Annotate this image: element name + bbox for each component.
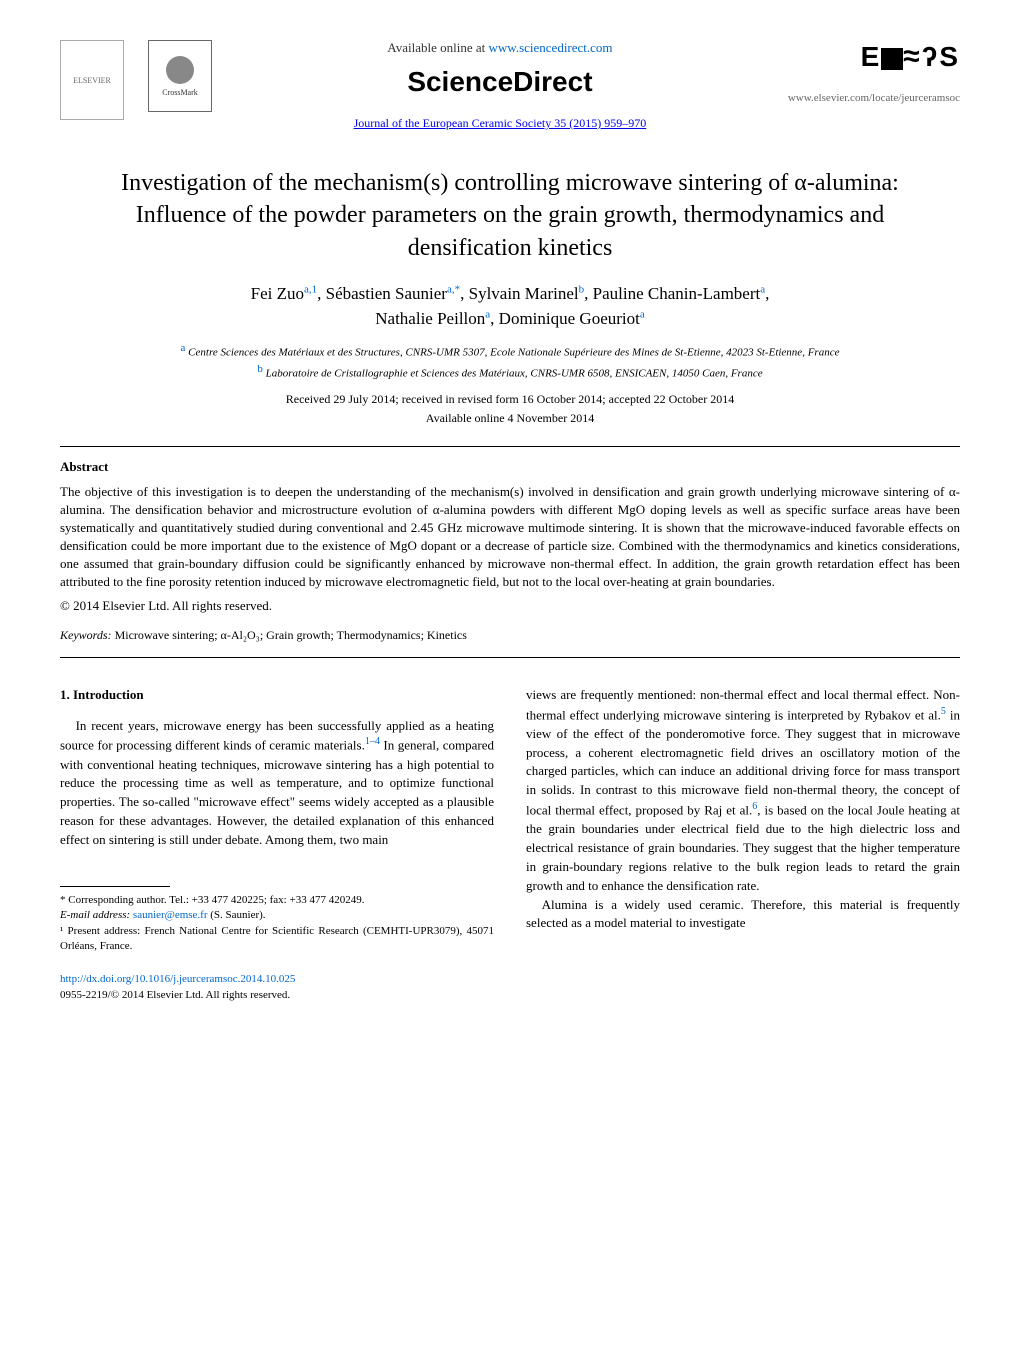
intro-paragraph-1: In recent years, microwave energy has be…: [60, 717, 494, 850]
footnote-rule: [60, 886, 170, 887]
elsevier-logo: ELSEVIER: [60, 40, 124, 120]
journal-citation-link[interactable]: Journal of the European Ceramic Society …: [354, 116, 647, 130]
intro-p1-cont-b: in view of the effect of the ponderomoti…: [526, 707, 960, 818]
crossmark-label: CrossMark: [162, 88, 198, 97]
journal-logo-approx-icon: ≈: [903, 40, 921, 73]
available-online-date: Available online 4 November 2014: [60, 411, 960, 426]
affiliation-a: Centre Sciences des Matériaux et des Str…: [188, 347, 839, 359]
author-3: Pauline Chanin-Lambert: [593, 284, 761, 303]
footnote-email-label: E-mail address:: [60, 909, 133, 921]
footnote-email-person: (S. Saunier).: [208, 909, 266, 921]
journal-logo: E≈ʔS: [788, 40, 960, 74]
abstract-label: Abstract: [60, 459, 960, 475]
doi-link[interactable]: http://dx.doi.org/10.1016/j.jeurceramsoc…: [60, 973, 295, 985]
header-row: ELSEVIER CrossMark Available online at w…: [60, 40, 960, 131]
affiliations: a Centre Sciences des Matériaux et des S…: [60, 341, 960, 381]
affiliation-b: Laboratoire de Cristallographie et Scien…: [266, 367, 763, 379]
footer-block: http://dx.doi.org/10.1016/j.jeurceramsoc…: [60, 972, 494, 1004]
article-title: Investigation of the mechanism(s) contro…: [100, 167, 920, 264]
intro-p1-b: In general, compared with conventional h…: [60, 738, 494, 847]
affil-b-mark: b: [257, 363, 263, 375]
footnote-email-line: E-mail address: saunier@emse.fr (S. Saun…: [60, 908, 494, 923]
available-online-line: Available online at www.sciencedirect.co…: [228, 40, 772, 56]
footnote-corresponding: * Corresponding author. Tel.: +33 477 42…: [60, 893, 494, 908]
author-5: Dominique Goeuriot: [499, 309, 640, 328]
crossmark-logo[interactable]: CrossMark: [148, 40, 212, 112]
author-2: Sylvain Marinel: [469, 284, 579, 303]
keywords-text: Microwave sintering; α-Al₂O₃; Grain grow…: [112, 628, 467, 642]
author-4: Nathalie Peillon: [375, 309, 485, 328]
affil-a-mark: a: [181, 342, 186, 354]
journal-url[interactable]: www.elsevier.com/locate/jeurceramsoc: [788, 92, 960, 104]
rule-top: [60, 446, 960, 447]
header-left: ELSEVIER CrossMark: [60, 40, 212, 120]
abstract-text: The objective of this investigation is t…: [60, 483, 960, 592]
column-left: 1. Introduction In recent years, microwa…: [60, 686, 494, 1005]
author-0-marks[interactable]: a,1: [304, 284, 317, 296]
column-right: views are frequently mentioned: non-ther…: [526, 686, 960, 1005]
elsevier-logo-text: ELSEVIER: [73, 76, 111, 85]
available-online-prefix: Available online at: [387, 40, 488, 55]
journal-logo-square-icon: [881, 48, 903, 70]
keywords-label: Keywords:: [60, 628, 112, 642]
abstract-copyright: © 2014 Elsevier Ltd. All rights reserved…: [60, 598, 960, 614]
journal-citation[interactable]: Journal of the European Ceramic Society …: [228, 116, 772, 131]
intro-paragraph-1-cont: views are frequently mentioned: non-ther…: [526, 686, 960, 896]
author-1-marks[interactable]: a,*: [447, 284, 460, 296]
sciencedirect-link[interactable]: www.sciencedirect.com: [489, 40, 613, 55]
issn-copyright: 0955-2219/© 2014 Elsevier Ltd. All right…: [60, 989, 290, 1001]
rule-bottom: [60, 657, 960, 658]
crossmark-icon: [166, 56, 194, 84]
keywords-line: Keywords: Microwave sintering; α-Al₂O₃; …: [60, 628, 960, 643]
footnotes-block: * Corresponding author. Tel.: +33 477 42…: [60, 886, 494, 955]
author-5-marks[interactable]: a: [640, 308, 645, 320]
author-3-marks[interactable]: a: [760, 284, 765, 296]
footnote-present-address: ¹ Present address: French National Centr…: [60, 924, 494, 955]
header-right: E≈ʔS www.elsevier.com/locate/jeurceramso…: [788, 40, 960, 104]
author-0: Fei Zuo: [251, 284, 304, 303]
body-columns: 1. Introduction In recent years, microwa…: [60, 686, 960, 1005]
author-4-marks[interactable]: a: [485, 308, 490, 320]
section-heading-intro: 1. Introduction: [60, 686, 494, 705]
ref-1-4[interactable]: 1–4: [365, 736, 380, 747]
author-2-marks[interactable]: b: [579, 284, 585, 296]
author-1: Sébastien Saunier: [326, 284, 447, 303]
footnote-email-link[interactable]: saunier@emse.fr: [133, 909, 208, 921]
intro-paragraph-2: Alumina is a widely used ceramic. Theref…: [526, 896, 960, 934]
sciencedirect-logo: ScienceDirect: [228, 66, 772, 98]
intro-p1-cont-a: views are frequently mentioned: non-ther…: [526, 687, 960, 722]
authors-line: Fei Zuoa,1, Sébastien Sauniera,*, Sylvai…: [60, 282, 960, 331]
header-center: Available online at www.sciencedirect.co…: [212, 40, 788, 131]
received-dates: Received 29 July 2014; received in revis…: [60, 392, 960, 407]
